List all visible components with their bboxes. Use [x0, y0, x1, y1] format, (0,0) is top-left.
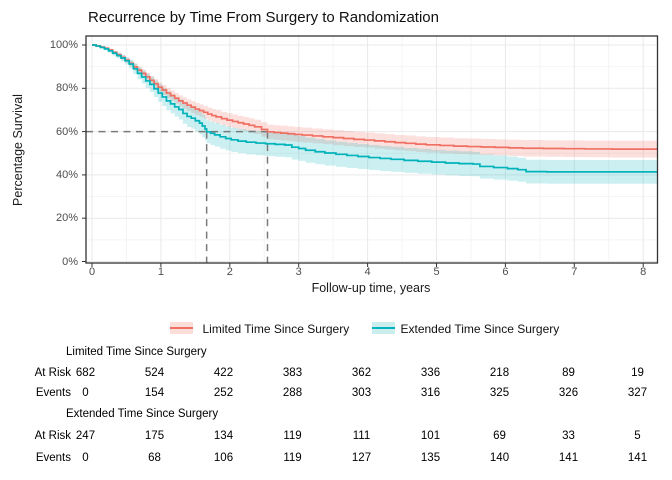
risk-group-header: Extended Time Since Surgery: [66, 407, 219, 420]
risk-value: 89: [562, 366, 575, 379]
survival-curve: [92, 44, 658, 150]
risk-value: 111: [352, 429, 371, 442]
risk-value: 141: [558, 451, 579, 464]
risk-value: 127: [351, 451, 372, 464]
risk-value: 422: [213, 366, 234, 379]
risk-value: 141: [627, 451, 648, 464]
risk-value: 101: [420, 429, 441, 442]
x-axis-title: Follow-up time, years: [311, 281, 431, 295]
y-tick-label: 80%: [55, 82, 78, 95]
risk-value: 134: [213, 429, 234, 442]
risk-value: 119: [283, 451, 302, 464]
x-tick-label: 0: [88, 266, 96, 278]
risk-value: 68: [148, 451, 161, 464]
legend-key-extended: [371, 322, 395, 334]
y-tick-label: 20%: [55, 212, 78, 225]
x-tick-label: 1: [157, 266, 164, 278]
x-tick-label: 2: [226, 266, 233, 278]
risk-row-label: At Risk: [34, 366, 71, 379]
x-tick-label: 3: [295, 266, 302, 278]
risk-value: 19: [631, 366, 644, 379]
x-tick-label: 6: [502, 266, 509, 278]
y-tick-label: 0%: [62, 255, 78, 268]
risk-value: 303: [351, 386, 372, 399]
risk-value: 140: [489, 451, 510, 464]
risk-value: 106: [213, 451, 234, 464]
risk-value: 325: [489, 386, 510, 399]
x-tick-label: 8: [640, 266, 647, 278]
risk-value: 5: [634, 429, 641, 442]
legend-key-line-limited: [169, 326, 193, 330]
risk-value: 316: [420, 386, 441, 399]
risk-value: 0: [82, 386, 89, 399]
y-axis-title: Percentage Survival: [11, 94, 25, 206]
legend-key-line-extended: [371, 326, 395, 330]
x-tick-label: 7: [571, 266, 578, 278]
x-tick-label: 5: [433, 266, 440, 278]
legend-label-extended: Extended Time Since Surgery: [400, 321, 560, 336]
risk-value: 218: [489, 366, 510, 379]
risk-value: 33: [562, 429, 575, 442]
risk-value: 524: [144, 366, 165, 379]
risk-row-label: At Risk: [34, 429, 71, 442]
risk-value: 327: [627, 386, 648, 399]
risk-value: 383: [282, 366, 303, 379]
risk-value: 326: [558, 386, 579, 399]
survival-curve: [92, 44, 657, 173]
risk-value: 336: [420, 366, 441, 379]
risk-value: 288: [282, 386, 303, 399]
risk-group-header: Limited Time Since Surgery: [66, 345, 207, 358]
legend-label-limited: Limited Time Since Surgery: [202, 321, 350, 336]
risk-row-label: Events: [35, 451, 71, 464]
risk-value: 135: [420, 451, 441, 464]
legend-key-limited: [169, 322, 193, 334]
y-tick-label: 40%: [55, 168, 78, 181]
x-tick-label: 4: [364, 266, 371, 278]
risk-value: 175: [144, 429, 165, 442]
risk-value: 682: [75, 366, 96, 379]
risk-value: 252: [213, 386, 234, 399]
risk-value: 154: [144, 386, 165, 399]
risk-value: 247: [75, 429, 96, 442]
risk-value: 362: [351, 366, 372, 379]
y-tick-label: 60%: [55, 125, 78, 138]
risk-value: 0: [82, 451, 89, 464]
risk-value: 119: [283, 429, 302, 442]
y-tick-label: 100%: [49, 39, 78, 51]
risk-value: 69: [493, 429, 506, 442]
chart-title: Recurrence by Time From Surgery to Rando…: [88, 9, 439, 26]
risk-row-label: Events: [35, 386, 71, 399]
